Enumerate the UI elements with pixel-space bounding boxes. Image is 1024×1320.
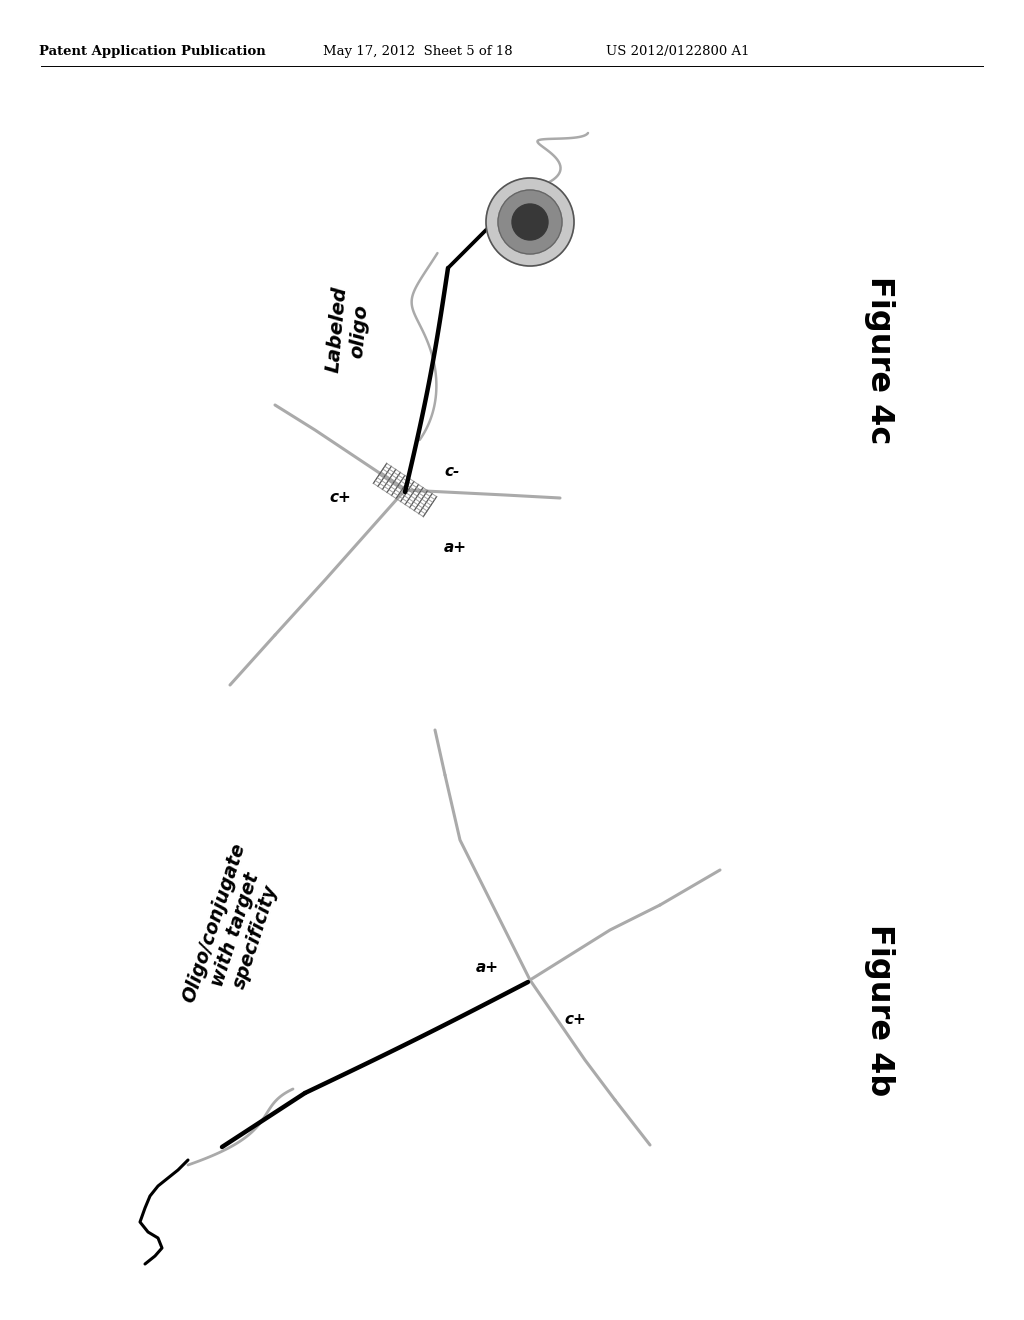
Text: Figure 4c: Figure 4c bbox=[864, 276, 896, 445]
Text: Oligo/conjugate
with target
specificity: Oligo/conjugate with target specificity bbox=[179, 841, 291, 1019]
Text: Patent Application Publication: Patent Application Publication bbox=[39, 45, 265, 58]
Text: a+: a+ bbox=[475, 961, 499, 975]
Text: c+: c+ bbox=[329, 490, 351, 504]
Text: a+: a+ bbox=[443, 540, 467, 556]
Text: Labeled
oligo: Labeled oligo bbox=[324, 285, 372, 375]
Circle shape bbox=[486, 178, 574, 267]
Circle shape bbox=[498, 190, 562, 253]
Text: c-: c- bbox=[444, 465, 460, 479]
Text: c+: c+ bbox=[564, 1012, 586, 1027]
Text: Figure 4b: Figure 4b bbox=[864, 924, 896, 1096]
Text: May 17, 2012  Sheet 5 of 18: May 17, 2012 Sheet 5 of 18 bbox=[324, 45, 513, 58]
Circle shape bbox=[512, 205, 548, 240]
Text: US 2012/0122800 A1: US 2012/0122800 A1 bbox=[606, 45, 750, 58]
